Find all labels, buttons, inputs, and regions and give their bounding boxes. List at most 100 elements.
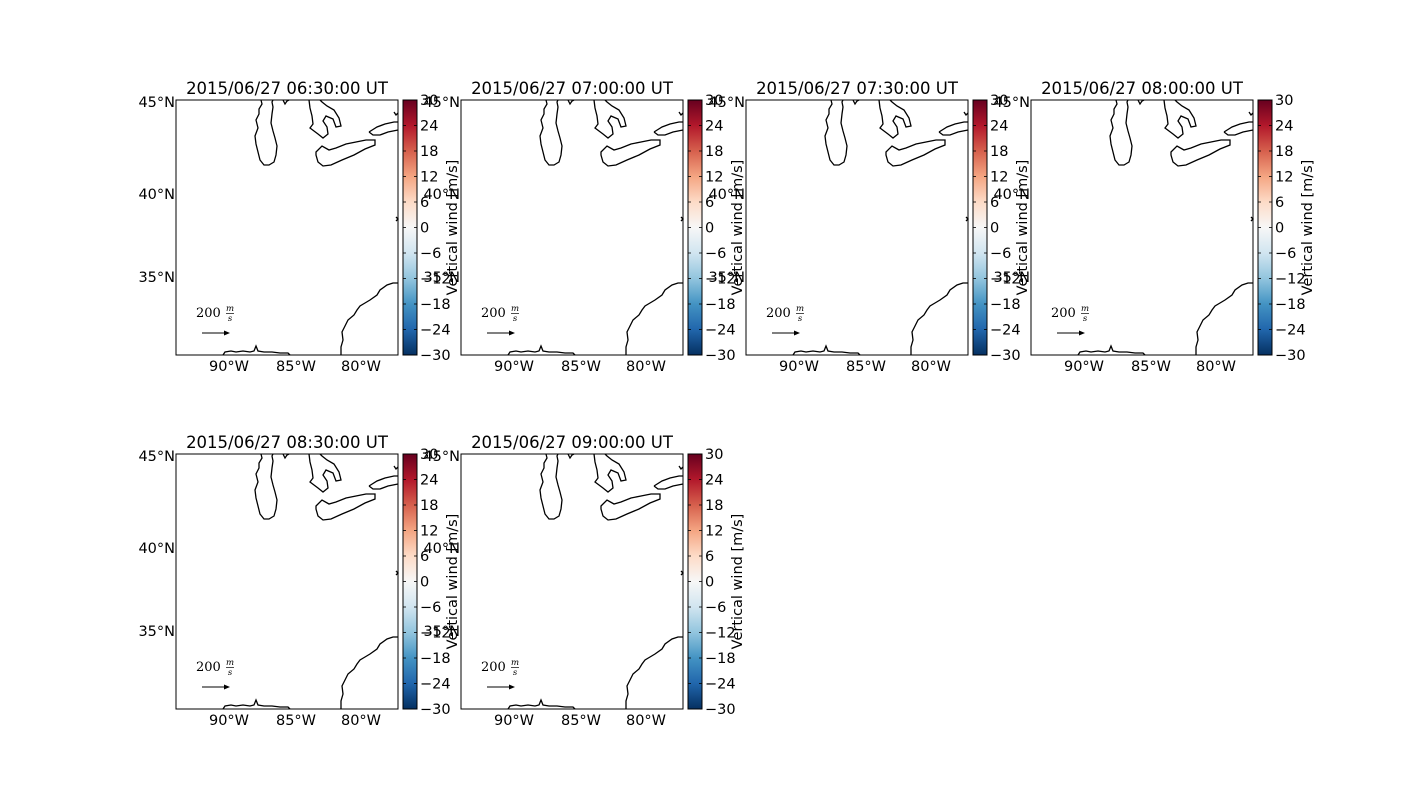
- colorbar-tick-label: −12: [705, 272, 736, 288]
- colorbar-tick-label: −18: [420, 651, 451, 667]
- lon-tick-label: 90°W: [494, 713, 534, 729]
- colorbar-tick-label: 24: [420, 119, 438, 135]
- panel-title: 2015/06/27 07:30:00 UT: [756, 79, 959, 98]
- lon-tick-label: 85°W: [1131, 359, 1171, 375]
- map-panel: 2015/06/27 07:30:00 UT 45°N 40°N 35°N 90°W 85…: [708, 79, 1031, 375]
- colorbar-tick-label: 12: [1275, 170, 1293, 186]
- colorbar-tick-label: 30: [705, 93, 723, 109]
- colorbar-tick-label: 30: [1275, 93, 1293, 109]
- colorbar: 30 24 18 12 6 0 −6 −12 −18 −24 −30 Vertical wind [m…: [402, 447, 461, 718]
- colorbar-tick-label: −18: [1275, 297, 1306, 313]
- colorbar-tick-label: −24: [420, 323, 451, 339]
- colorbar-tick-label: 6: [420, 549, 429, 565]
- colorbar-tick-label: −18: [420, 297, 451, 313]
- colorbar-tick-label: 0: [705, 575, 714, 591]
- colorbar-tick-label: −24: [1275, 323, 1306, 339]
- quiver-key-value: 200: [196, 660, 221, 675]
- lat-tick-label: 35°N: [708, 270, 745, 286]
- colorbar-tick-label: 0: [420, 575, 429, 591]
- lat-tick-label: 40°N: [138, 187, 175, 203]
- lat-tick-label: 45°N: [423, 95, 460, 111]
- colorbar-tick-label: −12: [990, 272, 1021, 288]
- quiver-key-denominator: s: [228, 314, 233, 324]
- colorbar-tick-label: 30: [990, 93, 1008, 109]
- panel-title: 2015/06/27 09:00:00 UT: [471, 433, 674, 452]
- colorbar-label: Vertical wind [m/s]: [730, 514, 746, 650]
- quiver-key: 200 ms: [196, 304, 234, 336]
- colorbar: 30 24 18 12 6 0 −6 −12 −18 −24 −30 Vertical wind [m…: [1257, 93, 1316, 364]
- colorbar-tick-label: 12: [420, 524, 438, 540]
- colorbar-tick-label: 24: [990, 119, 1008, 135]
- quiver-key-numerator: m: [796, 304, 804, 314]
- colorbar-tick-label: 12: [705, 170, 723, 186]
- colorbar-label: Vertical wind [m/s]: [1015, 160, 1031, 296]
- colorbar-tick-label: 18: [1275, 144, 1293, 160]
- map-panel: 2015/06/27 06:30:00 UT 45°N 40°N 35°N 90°W 85…: [138, 79, 461, 375]
- colorbar-tick-label: 0: [990, 221, 999, 237]
- panel-title: 2015/06/27 08:30:00 UT: [186, 433, 389, 452]
- colorbar-tick-label: −24: [990, 323, 1021, 339]
- lon-tick-label: 85°W: [276, 713, 316, 729]
- colorbar-tick-label: 0: [705, 221, 714, 237]
- quiver-key-denominator: s: [513, 668, 518, 678]
- colorbar-tick-label: −24: [705, 677, 736, 693]
- quiver-key: 200 ms: [196, 658, 234, 690]
- colorbar-tick-label: −30: [420, 702, 451, 718]
- map-panel: 2015/06/27 08:00:00 UT 45°N 40°N 35°N 90°W 85…: [993, 79, 1316, 375]
- colorbar-tick-label: −18: [705, 297, 736, 313]
- quiver-key-denominator: s: [798, 314, 803, 324]
- map-panel: 2015/06/27 08:30:00 UT 45°N 40°N 35°N 90°W 85…: [138, 433, 461, 729]
- panel-title: 2015/06/27 07:00:00 UT: [471, 79, 674, 98]
- colorbar-tick-label: 0: [420, 221, 429, 237]
- quiver-key-denominator: s: [1083, 314, 1088, 324]
- quiver-key-numerator: m: [226, 658, 234, 668]
- lon-tick-label: 90°W: [209, 713, 249, 729]
- colorbar-tick-label: 18: [705, 498, 723, 514]
- quiver-key-numerator: m: [226, 304, 234, 314]
- map-axes: [460, 99, 684, 356]
- map-panel: 2015/06/27 09:00:00 UT 45°N 40°N 35°N 90°W 85…: [423, 433, 746, 729]
- lat-tick-label: 45°N: [423, 449, 460, 465]
- quiver-key-value: 200: [481, 306, 506, 321]
- colorbar-tick-label: 12: [990, 170, 1008, 186]
- colorbar-tick-label: 24: [705, 119, 723, 135]
- colorbar-tick-label: 18: [990, 144, 1008, 160]
- map-axes: [460, 453, 684, 710]
- quiver-key-arrowhead: [794, 330, 800, 336]
- lon-tick-label: 90°W: [1064, 359, 1104, 375]
- colorbar-label: Vertical wind [m/s]: [445, 514, 461, 650]
- colorbar-tick-label: 12: [420, 170, 438, 186]
- lat-tick-label: 45°N: [993, 95, 1030, 111]
- colorbar-tick-label: 6: [1275, 195, 1284, 211]
- quiver-key-arrowhead: [509, 684, 515, 690]
- map-panel: 2015/06/27 07:00:00 UT 45°N 40°N 35°N 90°W 85…: [423, 79, 746, 375]
- colorbar-tick-label: 18: [420, 144, 438, 160]
- quiver-key-arrowhead: [224, 684, 230, 690]
- lat-tick-label: 45°N: [708, 95, 745, 111]
- colorbar-tick-label: −24: [705, 323, 736, 339]
- panel-title: 2015/06/27 08:00:00 UT: [1041, 79, 1244, 98]
- lon-tick-label: 90°W: [209, 359, 249, 375]
- lat-tick-label: 40°N: [708, 187, 745, 203]
- quiver-key-value: 200: [766, 306, 791, 321]
- lat-tick-label: 45°N: [138, 95, 175, 111]
- colorbar-tick-label: −12: [420, 272, 451, 288]
- colorbar-tick-label: 18: [705, 144, 723, 160]
- lon-tick-label: 80°W: [626, 713, 666, 729]
- colorbar-tick-label: 18: [420, 498, 438, 514]
- quiver-key-denominator: s: [228, 668, 233, 678]
- colorbar-tick-label: 30: [420, 447, 438, 463]
- quiver-key-value: 200: [1051, 306, 1076, 321]
- lat-tick-label: 40°N: [138, 541, 175, 557]
- map-axes: [175, 453, 399, 710]
- quiver-key: 200 ms: [766, 304, 804, 336]
- map-axes: [1030, 99, 1254, 356]
- colorbar-tick-label: −6: [1275, 246, 1296, 262]
- colorbar-tick-label: −30: [420, 348, 451, 364]
- lon-tick-label: 80°W: [626, 359, 666, 375]
- colorbar-tick-label: 0: [1275, 221, 1284, 237]
- colorbar-tick-label: 24: [705, 473, 723, 489]
- colorbar-tick-label: −6: [420, 600, 441, 616]
- lat-tick-label: 35°N: [138, 624, 175, 640]
- lon-tick-label: 90°W: [494, 359, 534, 375]
